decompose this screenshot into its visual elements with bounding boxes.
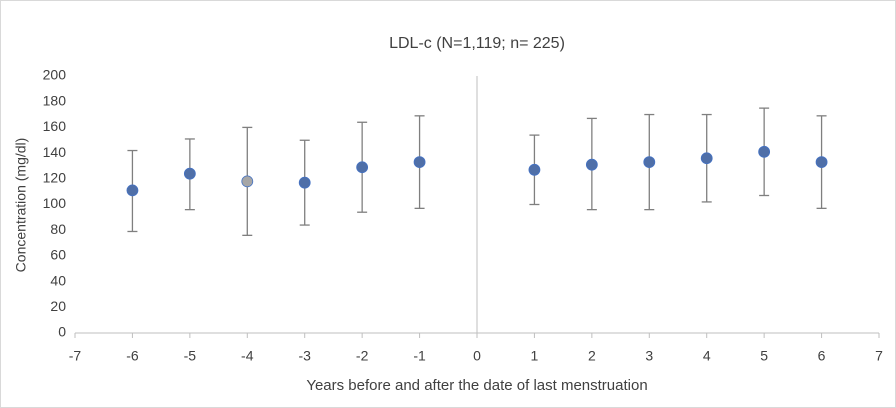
x-tick-label: 3 <box>645 348 653 364</box>
x-tick-label: -4 <box>241 348 254 364</box>
x-tick-label: 1 <box>531 348 539 364</box>
x-tick-label: 4 <box>703 348 711 364</box>
x-tick-label: 5 <box>760 348 768 364</box>
data-point <box>758 145 771 158</box>
y-tick-label: 140 <box>43 144 67 160</box>
data-point <box>241 175 254 188</box>
x-tick-label: 0 <box>473 348 481 364</box>
x-tick-label: 7 <box>875 348 883 364</box>
data-point <box>585 158 598 171</box>
y-tick-label: 160 <box>43 118 67 134</box>
data-point <box>413 156 426 168</box>
y-tick-label: 120 <box>43 170 67 186</box>
y-tick-label: 80 <box>50 221 66 237</box>
x-tick-label: -2 <box>356 348 369 364</box>
x-tick-label: -6 <box>126 348 139 364</box>
chart-title: LDL-c (N=1,119; n= 225) <box>389 35 565 52</box>
y-axis-label: Concentration (mg/dl) <box>13 138 29 273</box>
y-tick-label: 200 <box>43 67 67 83</box>
y-tick-label: 60 <box>50 247 66 263</box>
x-tick-label: -1 <box>413 348 426 364</box>
data-point <box>126 184 139 197</box>
y-tick-label: 180 <box>43 92 67 108</box>
data-point <box>700 152 713 165</box>
data-point <box>528 163 541 176</box>
x-tick-label: 6 <box>818 348 826 364</box>
y-tick-label: 0 <box>58 324 66 340</box>
x-axis-label: Years before and after the date of last … <box>306 377 647 394</box>
data-point <box>643 156 656 168</box>
data-point <box>183 167 196 180</box>
x-tick-label: -7 <box>69 348 82 364</box>
y-tick-label: 40 <box>50 272 66 288</box>
data-point <box>298 176 311 189</box>
x-tick-label: -5 <box>184 348 197 364</box>
x-tick-label: 2 <box>588 348 596 364</box>
y-tick-label: 20 <box>50 298 66 314</box>
data-point <box>815 156 828 168</box>
y-tick-label: 100 <box>43 195 67 211</box>
x-tick-label: -3 <box>298 348 311 364</box>
data-point <box>356 161 369 174</box>
